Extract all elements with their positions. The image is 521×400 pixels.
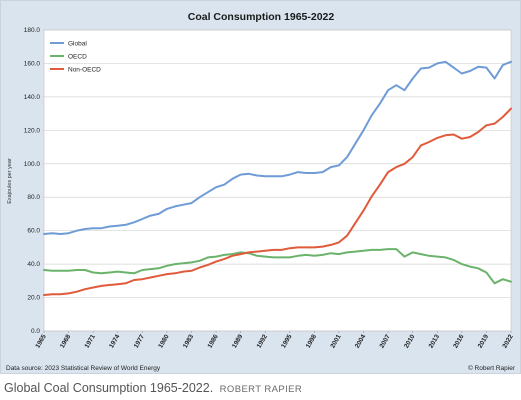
y-tick-label: 160.0	[24, 60, 41, 67]
x-tick-label: 1971	[84, 333, 97, 349]
x-tick-label: 2001	[329, 333, 342, 349]
legend-label: OECD	[68, 53, 87, 60]
series-line-global	[43, 60, 512, 235]
series-line-oecd	[43, 248, 512, 285]
caption-credit: ROBERT RAPIER	[219, 384, 303, 395]
y-tick-label: 40.0	[27, 261, 40, 268]
x-tick-label: 2022	[501, 333, 514, 349]
legend-label: Non-OECD	[68, 66, 101, 73]
plot-border	[43, 29, 512, 332]
x-tick-label: 1995	[280, 333, 293, 349]
legend-label: Global	[68, 40, 87, 47]
y-tick-label: 0.0	[31, 328, 40, 335]
caption-text: Global Coal Consumption 1965-2022.	[4, 381, 214, 395]
y-tick-label: 100.0	[24, 161, 41, 168]
y-tick-label: 180.0	[24, 27, 41, 34]
series-line-non-oecd	[43, 107, 512, 296]
chart-title: Coal Consumption 1965-2022	[188, 11, 335, 23]
y-axis-label: Exajoules per year	[7, 158, 13, 204]
data-source-note: Data source: 2023 Statistical Review of …	[6, 365, 161, 372]
x-tick-label: 1977	[133, 333, 146, 349]
x-tick-label: 1986	[206, 333, 219, 349]
y-tick-label: 60.0	[27, 228, 40, 235]
copyright-note: © Robert Rapier	[468, 364, 516, 372]
series-lines	[43, 60, 512, 296]
legend: Global OECD Non-OECD	[50, 40, 101, 73]
y-tick-label: 80.0	[27, 194, 40, 201]
x-tick-label: 2004	[354, 333, 367, 349]
figure-caption: Global Coal Consumption 1965-2022. ROBER…	[4, 381, 302, 395]
x-tick-label: 1980	[157, 333, 170, 349]
x-tick-label: 1965	[34, 333, 47, 349]
x-tick-label: 1989	[231, 333, 244, 349]
x-tick-label: 2010	[403, 333, 416, 349]
y-tick-label: 140.0	[24, 94, 41, 101]
x-tick-label: 1992	[256, 333, 269, 349]
x-tick-label: 1968	[59, 333, 72, 349]
x-axis-ticks: 1965 1968 1971 1974 1977 1980 1983 1986 1989 1992…	[34, 331, 515, 350]
x-tick-label: 2007	[379, 333, 392, 349]
coal-consumption-chart: Coal Consumption 1965-2022 0.0 20.0 40.0 60…	[6, 11, 516, 372]
y-tick-label: 20.0	[27, 295, 40, 302]
x-tick-label: 2013	[428, 333, 441, 349]
x-tick-label: 2016	[452, 333, 465, 349]
x-tick-label: 1983	[182, 333, 195, 349]
gridlines	[43, 29, 512, 332]
chart-frame: Coal Consumption 1965-2022 0.0 20.0 40.0 60…	[0, 0, 521, 374]
x-tick-label: 2019	[477, 333, 490, 349]
y-tick-label: 120.0	[24, 127, 41, 134]
y-axis-ticks: 0.0 20.0 40.0 60.0 80.0 100.0 120.0 140.0 160.0 1…	[24, 27, 41, 335]
x-tick-label: 1974	[108, 333, 121, 349]
plot-area	[44, 30, 511, 331]
x-tick-label: 1998	[305, 333, 318, 349]
